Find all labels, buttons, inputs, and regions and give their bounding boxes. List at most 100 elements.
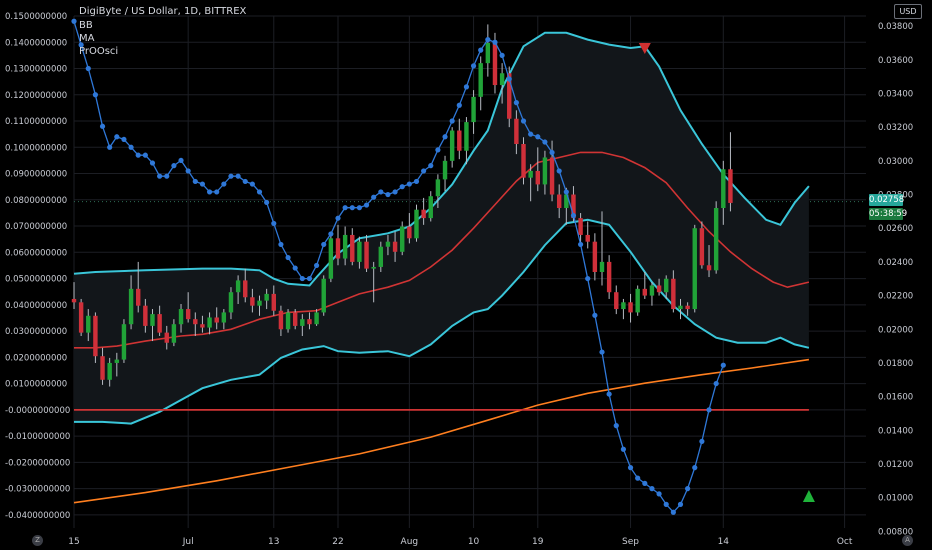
bar-countdown-tag: 05:38:59 — [869, 208, 908, 220]
left-axis-tick: 0.0700000000 — [5, 222, 67, 232]
right-axis-tick: 0.03200 — [878, 123, 913, 133]
candle-down — [292, 312, 298, 326]
oscillator-point — [206, 189, 213, 195]
candle-up — [328, 238, 334, 279]
right-axis-tick: 0.02400 — [878, 258, 913, 268]
oscillator-point — [92, 92, 99, 98]
candle-up — [300, 319, 305, 326]
left-axis-tick: -0.0400000000 — [5, 511, 70, 521]
candle-up — [678, 305, 683, 310]
oscillator-point — [692, 465, 698, 471]
oscillator-point — [620, 446, 627, 452]
candle-down — [93, 315, 98, 357]
candle-up — [599, 261, 605, 272]
candle-down — [100, 356, 105, 380]
oscillator-point — [435, 147, 441, 153]
oscillator-point — [278, 241, 284, 248]
oscillator-point — [371, 194, 377, 200]
left-axis-tick: 0.1200000000 — [5, 91, 67, 101]
candle-down — [421, 209, 426, 219]
time-axis-tick: Oct — [837, 537, 853, 547]
currency-button[interactable]: USD — [894, 4, 922, 19]
time-axis-tick: 10 — [468, 537, 480, 547]
bollinger-bands — [73, 31, 810, 425]
oscillator-point — [78, 42, 84, 48]
legend-ma[interactable]: MA — [79, 33, 95, 44]
oscillator-point — [185, 168, 191, 174]
candle-up — [107, 362, 112, 380]
time-axis-tick: Jul — [182, 537, 194, 547]
oscillator-point — [157, 173, 163, 179]
oscillator-point — [242, 178, 248, 185]
candle-down — [193, 319, 198, 325]
candle-up — [150, 314, 155, 326]
oscillator-point — [356, 205, 363, 211]
oscillator-point — [520, 118, 527, 124]
candle-down — [307, 319, 312, 325]
oscillator-point — [506, 76, 512, 82]
left-axis-tick: 0.0300000000 — [5, 327, 67, 337]
candle-up — [221, 312, 227, 323]
candle-down — [364, 241, 369, 269]
candle-down — [578, 218, 583, 235]
candle-up — [414, 209, 419, 239]
candle-up — [485, 42, 491, 64]
ma-long-line — [73, 358, 810, 504]
candle-down — [185, 309, 191, 320]
time-axis-tick: 15 — [68, 537, 79, 547]
left-axis-tick: 0.1400000000 — [5, 38, 67, 48]
oscillator-point — [135, 152, 141, 158]
time-axis: 15 Jul 13 22 Aug 10 19 Sep 14 Oct — [68, 537, 853, 547]
candle-down — [521, 144, 526, 178]
left-axis-tick: -0.0300000000 — [5, 485, 70, 495]
right-axis-tick: 0.01600 — [878, 393, 913, 403]
oscillator-point — [556, 168, 562, 174]
oscillator-point — [677, 501, 684, 507]
left-axis-tick: 0.1300000000 — [5, 65, 67, 75]
left-axis-tick: 0.1000000000 — [5, 143, 67, 153]
legend-bb[interactable]: BB — [79, 20, 93, 31]
oscillator-point — [128, 144, 134, 150]
candle-up — [385, 241, 391, 247]
candle-down — [492, 42, 498, 86]
oscillator-point — [706, 407, 712, 413]
candle-up — [664, 278, 669, 293]
candle-up — [128, 288, 134, 325]
candle-down — [250, 297, 255, 306]
candle-down — [136, 288, 141, 306]
candle-down — [606, 261, 612, 293]
moving-average — [73, 358, 810, 504]
timezone-button[interactable]: Z — [32, 535, 43, 546]
candle-down — [585, 234, 590, 242]
oscillator-point — [107, 144, 113, 150]
auto-scale-button[interactable]: A — [902, 535, 913, 546]
candle-up — [357, 241, 362, 262]
candle-up — [114, 359, 120, 363]
bb-lower-line — [74, 218, 810, 425]
right-axis-tick: 0.03800 — [878, 22, 913, 32]
candle-down — [278, 310, 284, 330]
oscillator-point — [670, 509, 676, 515]
candle-up — [285, 312, 291, 330]
legend-prooosci[interactable]: PrOOsci — [79, 46, 119, 57]
candle-down — [535, 170, 540, 185]
candle-up — [721, 169, 726, 208]
oscillator-point — [321, 241, 327, 248]
chart-title: DigiByte / US Dollar, 1D, BITTREX — [79, 6, 247, 17]
left-axis-tick: -0.0000000000 — [5, 406, 70, 416]
left-axis-tick: -0.0100000000 — [5, 432, 70, 442]
oscillator-point — [171, 163, 177, 169]
oscillator-point — [114, 134, 120, 140]
candle-up — [478, 63, 483, 97]
oscillator-point — [121, 136, 127, 143]
candle-down — [706, 265, 712, 271]
candle-down — [407, 226, 412, 239]
last-price-tag: 0.02758 — [869, 194, 905, 206]
oscillator-point — [585, 275, 591, 282]
candle-up — [621, 302, 626, 310]
candle-up — [235, 280, 241, 293]
time-axis-tick: 19 — [532, 537, 544, 547]
candle-down — [514, 118, 519, 144]
left-axis-tick: -0.0200000000 — [5, 458, 70, 468]
